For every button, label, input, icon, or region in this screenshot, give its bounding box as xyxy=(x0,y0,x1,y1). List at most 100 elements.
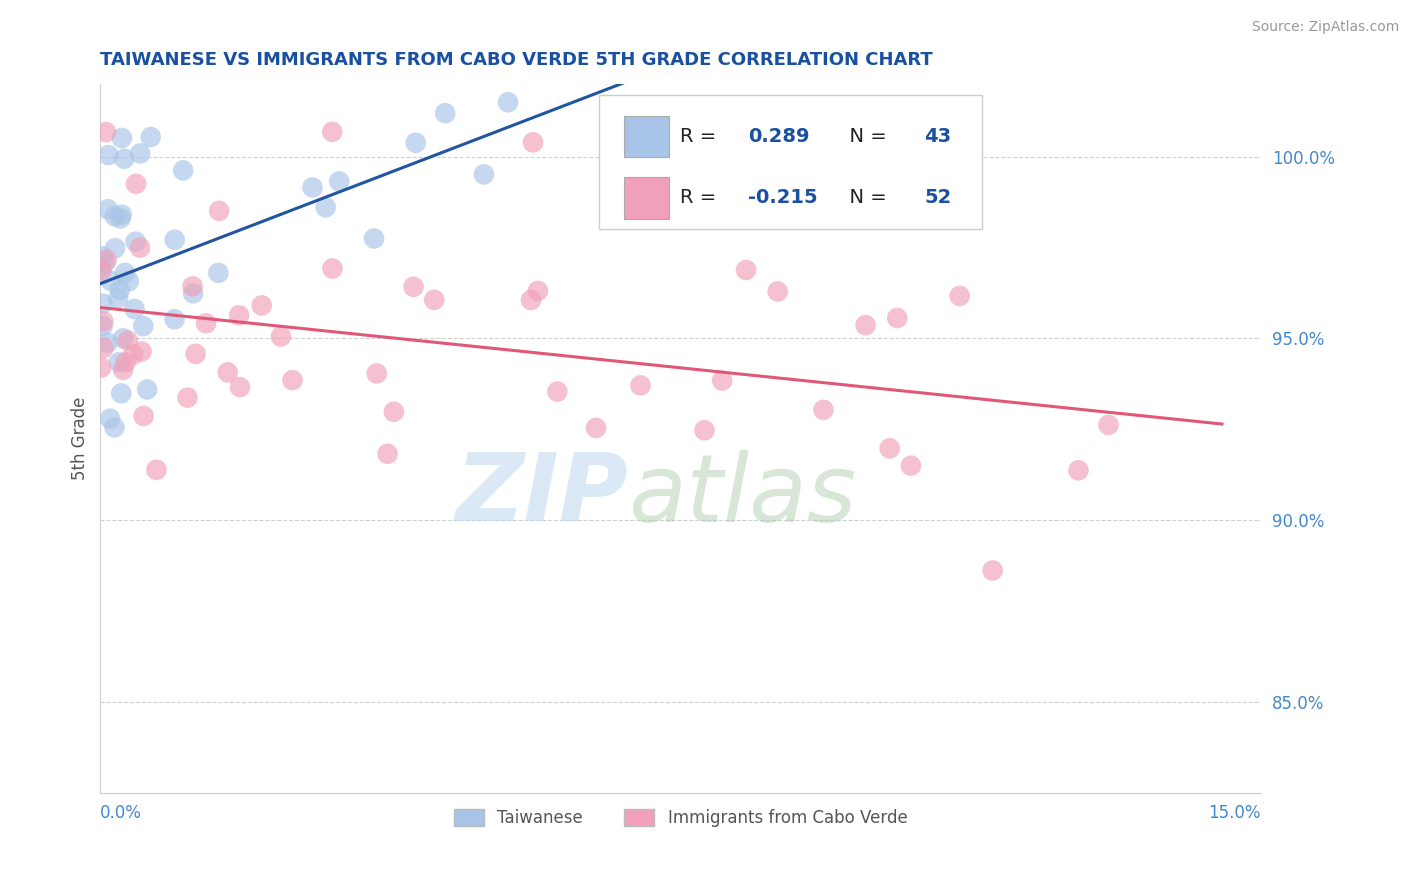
Point xyxy=(405,136,427,150)
Point xyxy=(118,274,141,288)
Point xyxy=(172,163,194,178)
Text: R =: R = xyxy=(681,188,723,207)
Point xyxy=(124,301,146,316)
Point xyxy=(228,309,250,323)
Point xyxy=(163,312,186,326)
Point xyxy=(139,130,162,145)
Point xyxy=(382,405,405,419)
Point xyxy=(527,284,550,298)
Point xyxy=(520,293,543,307)
Point xyxy=(301,180,323,194)
Point xyxy=(402,279,425,293)
Point xyxy=(281,373,304,387)
Point xyxy=(96,252,118,267)
Point xyxy=(813,403,835,417)
Point xyxy=(315,200,337,214)
Text: atlas: atlas xyxy=(628,450,856,541)
Point xyxy=(472,168,495,182)
Point xyxy=(181,279,204,293)
Point xyxy=(217,366,239,380)
Point xyxy=(145,463,167,477)
Point xyxy=(108,283,131,297)
Point xyxy=(132,319,155,334)
Text: 52: 52 xyxy=(924,188,952,207)
Point xyxy=(104,241,127,255)
Point xyxy=(735,263,758,277)
Point xyxy=(93,314,115,328)
Point xyxy=(321,261,343,276)
Point xyxy=(377,447,399,461)
Point xyxy=(207,266,229,280)
Point xyxy=(1097,417,1119,432)
Point xyxy=(328,174,350,188)
Point xyxy=(496,95,519,110)
Point xyxy=(693,423,716,437)
Point xyxy=(91,249,114,263)
Point xyxy=(270,329,292,343)
Text: Source: ZipAtlas.com: Source: ZipAtlas.com xyxy=(1251,20,1399,34)
Point xyxy=(250,298,273,312)
Point xyxy=(90,360,112,375)
Point xyxy=(129,241,152,255)
Point xyxy=(366,367,388,381)
FancyBboxPatch shape xyxy=(624,177,669,219)
Text: -0.215: -0.215 xyxy=(748,188,817,207)
Point xyxy=(181,286,204,301)
Point xyxy=(97,202,120,217)
Point xyxy=(363,231,385,245)
Point xyxy=(981,564,1004,578)
Point xyxy=(90,260,112,274)
Text: 0.0%: 0.0% xyxy=(100,804,142,822)
Text: 0.289: 0.289 xyxy=(748,127,810,146)
Y-axis label: 5th Grade: 5th Grade xyxy=(72,397,89,480)
Point xyxy=(546,384,568,399)
Point xyxy=(163,233,186,247)
Point xyxy=(585,421,607,435)
Point xyxy=(184,347,207,361)
Text: TAIWANESE VS IMMIGRANTS FROM CABO VERDE 5TH GRADE CORRELATION CHART: TAIWANESE VS IMMIGRANTS FROM CABO VERDE … xyxy=(100,51,934,69)
Point xyxy=(107,291,129,305)
Text: ZIP: ZIP xyxy=(456,449,628,541)
Point xyxy=(114,355,136,369)
Point xyxy=(321,125,343,139)
Point xyxy=(132,409,155,423)
Point xyxy=(91,319,114,334)
Point xyxy=(108,355,131,369)
Point xyxy=(434,106,457,120)
Point xyxy=(93,341,115,355)
Point xyxy=(94,256,117,270)
Point xyxy=(91,296,114,310)
Point xyxy=(94,125,117,139)
Text: R =: R = xyxy=(681,127,723,146)
Point xyxy=(96,335,118,350)
Point xyxy=(98,411,121,425)
Point xyxy=(711,374,734,388)
Point xyxy=(900,458,922,473)
Point xyxy=(122,348,145,362)
Point xyxy=(111,208,134,222)
Point xyxy=(766,285,789,299)
Point xyxy=(630,378,652,392)
Point xyxy=(176,391,198,405)
Text: 43: 43 xyxy=(924,127,952,146)
Point xyxy=(136,383,159,397)
Text: N =: N = xyxy=(837,127,893,146)
Point xyxy=(423,293,446,307)
Point xyxy=(103,420,125,434)
Point xyxy=(110,386,132,401)
Point xyxy=(124,235,146,249)
FancyBboxPatch shape xyxy=(599,95,983,229)
Point xyxy=(104,209,127,223)
Point xyxy=(111,131,134,145)
Point xyxy=(195,316,218,330)
Legend: Taiwanese, Immigrants from Cabo Verde: Taiwanese, Immigrants from Cabo Verde xyxy=(447,803,914,834)
Point xyxy=(208,203,231,218)
Point xyxy=(1067,463,1090,477)
Text: N =: N = xyxy=(837,188,893,207)
Point xyxy=(97,148,120,162)
Point xyxy=(112,363,135,377)
Point xyxy=(855,318,877,332)
Point xyxy=(129,146,152,161)
Text: 15.0%: 15.0% xyxy=(1208,804,1261,822)
Point xyxy=(879,442,901,456)
